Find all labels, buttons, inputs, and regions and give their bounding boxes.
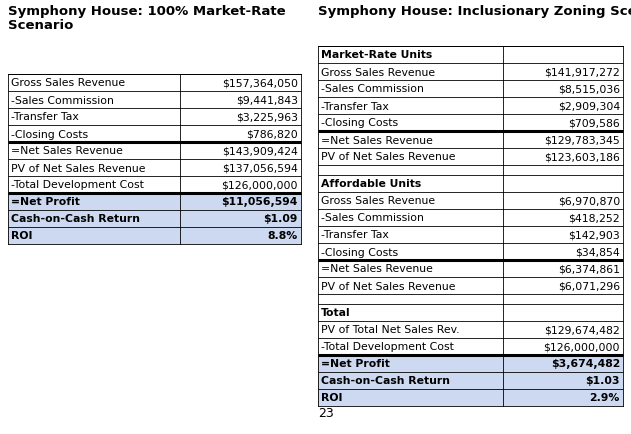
Bar xyxy=(318,260,623,277)
Text: $137,056,594: $137,056,594 xyxy=(222,163,298,173)
Text: $1.03: $1.03 xyxy=(586,376,620,386)
Text: -Sales Commission: -Sales Commission xyxy=(321,84,424,94)
Text: PV of Net Sales Revenue: PV of Net Sales Revenue xyxy=(321,281,456,291)
Text: $143,909,424: $143,909,424 xyxy=(222,146,298,156)
Text: =Net Profit: =Net Profit xyxy=(321,358,390,368)
Text: ROI: ROI xyxy=(11,231,33,241)
Text: $142,903: $142,903 xyxy=(569,230,620,240)
Text: Gross Sales Revenue: Gross Sales Revenue xyxy=(321,196,435,206)
Text: $6,071,296: $6,071,296 xyxy=(558,281,620,291)
Bar xyxy=(8,160,301,177)
Bar xyxy=(318,64,623,81)
Text: $141,917,272: $141,917,272 xyxy=(545,67,620,77)
Text: $9,441,843: $9,441,843 xyxy=(236,95,298,105)
Text: PV of Net Sales Revenue: PV of Net Sales Revenue xyxy=(11,163,146,173)
Text: Affordable Units: Affordable Units xyxy=(321,179,422,189)
Bar xyxy=(318,294,623,304)
Bar xyxy=(318,355,623,372)
Bar xyxy=(318,176,623,193)
Bar xyxy=(318,372,623,389)
Text: $709,586: $709,586 xyxy=(569,118,620,128)
Text: $786,820: $786,820 xyxy=(246,129,298,139)
Text: Symphony House: 100% Market-Rate: Symphony House: 100% Market-Rate xyxy=(8,5,286,18)
Text: -Total Development Cost: -Total Development Cost xyxy=(11,180,144,190)
Bar xyxy=(8,75,301,92)
Text: $6,970,870: $6,970,870 xyxy=(558,196,620,206)
Bar xyxy=(8,194,301,210)
Bar xyxy=(318,227,623,243)
Text: 23: 23 xyxy=(318,406,334,419)
Bar xyxy=(318,389,623,406)
Text: Cash-on-Cash Return: Cash-on-Cash Return xyxy=(11,214,140,224)
Text: Cash-on-Cash Return: Cash-on-Cash Return xyxy=(321,376,450,386)
Text: -Transfer Tax: -Transfer Tax xyxy=(11,112,79,122)
Text: $34,854: $34,854 xyxy=(575,247,620,257)
Bar xyxy=(8,177,301,194)
Bar xyxy=(318,321,623,338)
Text: $418,252: $418,252 xyxy=(569,213,620,223)
Bar xyxy=(8,210,301,227)
Bar xyxy=(318,47,623,64)
Text: -Total Development Cost: -Total Development Cost xyxy=(321,342,454,352)
Text: $8,515,036: $8,515,036 xyxy=(558,84,620,94)
Text: -Transfer Tax: -Transfer Tax xyxy=(321,101,389,111)
Text: $3,225,963: $3,225,963 xyxy=(236,112,298,122)
Text: =Net Sales Revenue: =Net Sales Revenue xyxy=(321,264,433,274)
Text: PV of Total Net Sales Rev.: PV of Total Net Sales Rev. xyxy=(321,325,459,335)
Bar xyxy=(318,277,623,294)
Text: $2,909,304: $2,909,304 xyxy=(558,101,620,111)
Text: Gross Sales Revenue: Gross Sales Revenue xyxy=(321,67,435,77)
Text: $129,783,345: $129,783,345 xyxy=(545,135,620,145)
Bar xyxy=(318,115,623,132)
Bar xyxy=(8,143,301,160)
Text: Symphony House: Inclusionary Zoning Scenario: Symphony House: Inclusionary Zoning Scen… xyxy=(318,5,631,18)
Text: -Sales Commission: -Sales Commission xyxy=(321,213,424,223)
Text: $11,056,594: $11,056,594 xyxy=(221,197,298,207)
Text: Total: Total xyxy=(321,308,351,318)
Bar xyxy=(318,81,623,98)
Bar xyxy=(318,132,623,149)
Text: $129,674,482: $129,674,482 xyxy=(545,325,620,335)
Text: 2.9%: 2.9% xyxy=(589,393,620,403)
Text: -Transfer Tax: -Transfer Tax xyxy=(321,230,389,240)
Text: $1.09: $1.09 xyxy=(264,214,298,224)
Text: -Closing Costs: -Closing Costs xyxy=(321,118,398,128)
Text: =Net Profit: =Net Profit xyxy=(11,197,80,207)
Bar xyxy=(318,304,623,321)
Text: $6,374,861: $6,374,861 xyxy=(558,264,620,274)
Bar xyxy=(318,149,623,166)
Bar xyxy=(8,109,301,126)
Text: Gross Sales Revenue: Gross Sales Revenue xyxy=(11,78,125,88)
Text: $126,000,000: $126,000,000 xyxy=(543,342,620,352)
Bar xyxy=(318,210,623,227)
Text: $157,364,050: $157,364,050 xyxy=(222,78,298,88)
Text: ROI: ROI xyxy=(321,393,343,403)
Text: Scenario: Scenario xyxy=(8,19,73,32)
Bar xyxy=(318,166,623,176)
Text: -Sales Commission: -Sales Commission xyxy=(11,95,114,105)
Bar xyxy=(8,92,301,109)
Text: -Closing Costs: -Closing Costs xyxy=(321,247,398,257)
Text: PV of Net Sales Revenue: PV of Net Sales Revenue xyxy=(321,152,456,162)
Bar xyxy=(318,193,623,210)
Text: -Closing Costs: -Closing Costs xyxy=(11,129,88,139)
Text: =Net Sales Revenue: =Net Sales Revenue xyxy=(321,135,433,145)
Text: $126,000,000: $126,000,000 xyxy=(221,180,298,190)
Text: 8.8%: 8.8% xyxy=(268,231,298,241)
Text: $3,674,482: $3,674,482 xyxy=(551,358,620,368)
Text: $123,603,186: $123,603,186 xyxy=(544,152,620,162)
Text: =Net Sales Revenue: =Net Sales Revenue xyxy=(11,146,123,156)
Bar xyxy=(8,126,301,143)
Bar xyxy=(318,98,623,115)
Text: Market-Rate Units: Market-Rate Units xyxy=(321,50,432,60)
Bar xyxy=(318,243,623,260)
Bar xyxy=(8,227,301,244)
Bar xyxy=(318,338,623,355)
